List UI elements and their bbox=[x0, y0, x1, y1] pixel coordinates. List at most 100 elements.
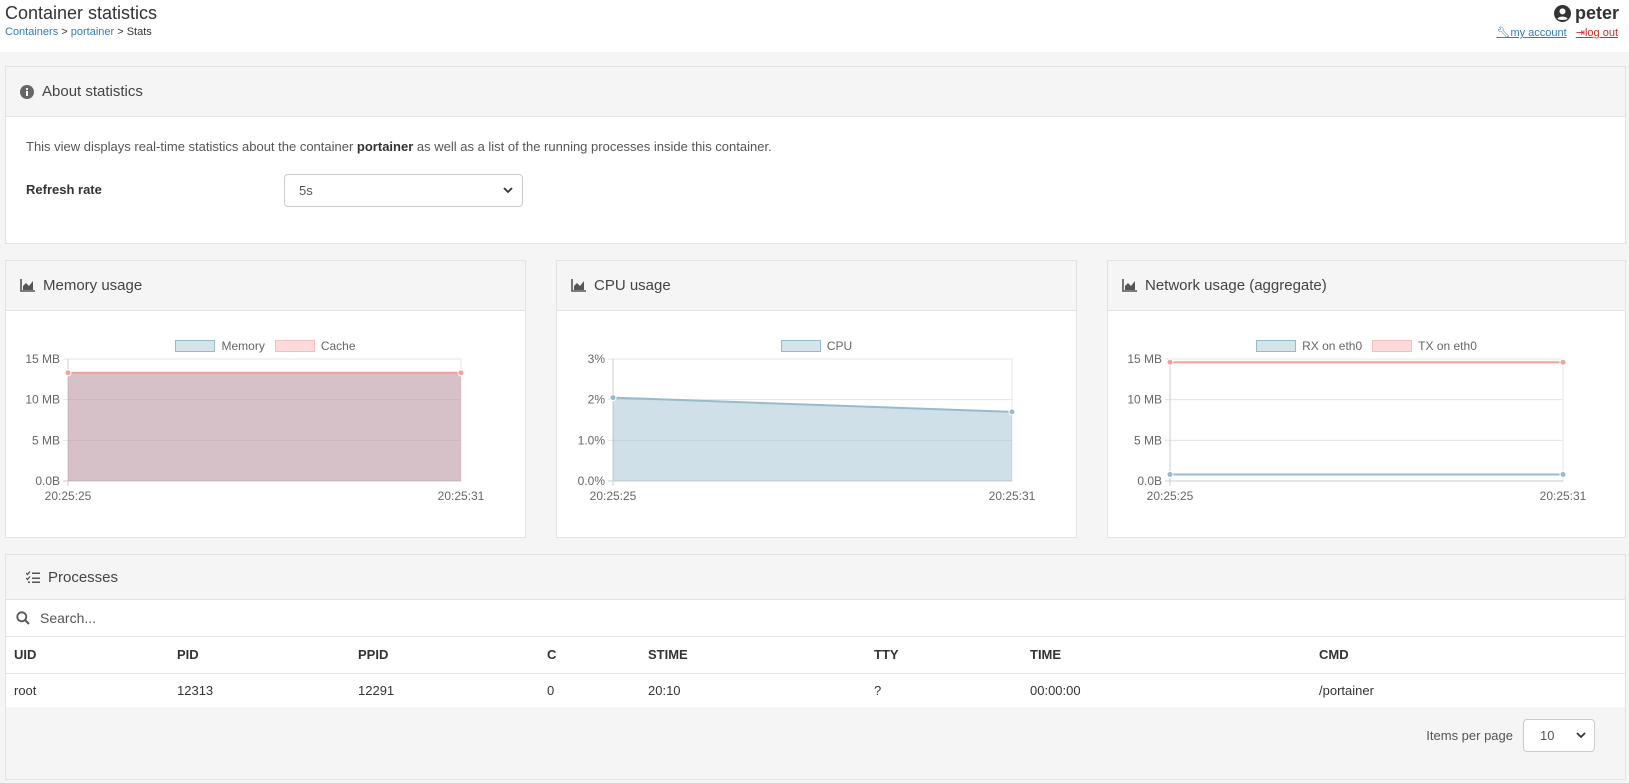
processes-table: UID PID PPID C STIME TTY TIME CMD root 1… bbox=[6, 637, 1625, 707]
memory-title: Memory usage bbox=[43, 277, 143, 294]
tasks-icon bbox=[26, 571, 40, 583]
chevron-down-icon bbox=[503, 187, 513, 194]
cell-c: 0 bbox=[539, 673, 640, 707]
breadcrumb-separator: > bbox=[61, 26, 71, 38]
cell-pid: 12313 bbox=[169, 673, 350, 707]
column-header-c[interactable]: C bbox=[539, 637, 640, 674]
legend-label: TX on eth0 bbox=[1418, 339, 1477, 353]
legend-cache[interactable]: Cache bbox=[274, 339, 356, 353]
legend-swatch bbox=[1256, 340, 1297, 352]
legend-label: Memory bbox=[221, 339, 265, 353]
data-point bbox=[1559, 358, 1567, 366]
legend-memory[interactable]: Memory bbox=[175, 339, 265, 353]
top-bar: Container statistics Containers > portai… bbox=[0, 0, 1629, 52]
about-description: This view displays real-time statistics … bbox=[26, 139, 772, 154]
series-area-memory bbox=[68, 372, 461, 481]
network-chart-area: RX on eth0 TX on eth0 0.0B 5 MB 10 MB 15 MB… bbox=[1108, 311, 1625, 537]
area-chart-icon bbox=[571, 279, 586, 292]
items-per-page-value: 10 bbox=[1540, 728, 1555, 743]
data-point bbox=[1166, 470, 1174, 478]
legend-tx[interactable]: TX on eth0 bbox=[1372, 339, 1477, 353]
cpu-chart: 0.0% 1.0% 2% 3% 20:25:25 20:25:31 bbox=[578, 352, 1036, 503]
about-text-suffix: as well as a list of the running process… bbox=[413, 139, 772, 154]
legend-swatch bbox=[175, 340, 216, 352]
area-chart-icon bbox=[20, 279, 35, 292]
search-bar[interactable]: Search... bbox=[6, 599, 1625, 637]
breadcrumb-current: Stats bbox=[126, 26, 152, 38]
cell-uid: root bbox=[6, 673, 169, 707]
my-account-label: my account bbox=[1510, 27, 1567, 39]
data-point bbox=[64, 369, 72, 377]
legend-rx[interactable]: RX on eth0 bbox=[1256, 339, 1362, 353]
user-links: 🔧︎my account ⇥log out bbox=[1496, 26, 1618, 39]
items-per-page-label: Items per page bbox=[1426, 728, 1513, 743]
username: peter bbox=[1574, 3, 1619, 23]
processes-title: Processes bbox=[48, 568, 119, 586]
cpu-panel-header: CPU usage bbox=[557, 261, 1076, 311]
x-tick-label: 20:25:25 bbox=[1147, 489, 1194, 503]
cpu-legend: CPU bbox=[557, 339, 1076, 353]
items-per-page-select[interactable]: 10 bbox=[1523, 719, 1595, 752]
chevron-down-icon bbox=[1576, 732, 1586, 739]
series-line-cpu bbox=[612, 396, 1013, 413]
refresh-rate-select[interactable]: 5s bbox=[284, 174, 523, 207]
series-area-cpu bbox=[613, 397, 1012, 481]
y-tick-label: 0.0B bbox=[35, 474, 60, 488]
column-header-pid[interactable]: PID bbox=[169, 637, 350, 674]
page-title: Container statistics bbox=[5, 3, 158, 23]
column-header-cmd[interactable]: CMD bbox=[1311, 637, 1625, 674]
about-text-prefix: This view displays real-time statistics … bbox=[26, 139, 357, 154]
x-tick-label: 20:25:31 bbox=[1540, 489, 1587, 503]
refresh-rate-value: 5s bbox=[299, 183, 313, 198]
cell-cmd: /portainer bbox=[1311, 673, 1625, 707]
y-tick-label: 1.0% bbox=[578, 433, 606, 447]
search-input[interactable]: Search... bbox=[40, 610, 97, 626]
data-point bbox=[609, 394, 617, 402]
y-tick-label: 0.0% bbox=[578, 474, 606, 488]
legend-label: RX on eth0 bbox=[1302, 339, 1363, 353]
y-tick-label: 2% bbox=[588, 393, 606, 407]
legend-cpu[interactable]: CPU bbox=[780, 339, 853, 353]
legend-swatch bbox=[1372, 340, 1413, 352]
my-account-link[interactable]: 🔧︎my account bbox=[1496, 27, 1566, 39]
network-title: Network usage (aggregate) bbox=[1145, 277, 1327, 294]
network-panel-header: Network usage (aggregate) bbox=[1108, 261, 1625, 311]
series-area-cache bbox=[68, 372, 461, 481]
y-tick-label: 5 MB bbox=[32, 433, 60, 447]
breadcrumb: Containers > portainer > Stats bbox=[5, 26, 152, 38]
legend-label: Cache bbox=[320, 339, 356, 353]
search-icon bbox=[16, 611, 30, 625]
cpu-chart-area: CPU 0.0% 1.0% 2% 3% 20:25:25 20:25:31 bbox=[557, 311, 1076, 537]
table-footer: Items per page 10 bbox=[6, 708, 1625, 779]
x-tick-label: 20:25:25 bbox=[45, 489, 92, 503]
y-tick-label: 0.0B bbox=[1137, 474, 1162, 488]
y-tick-label: 10 MB bbox=[25, 393, 60, 407]
column-header-uid[interactable]: UID bbox=[6, 637, 169, 674]
y-tick-label: 5 MB bbox=[1134, 433, 1162, 447]
column-header-time[interactable]: TIME bbox=[1022, 637, 1311, 674]
x-tick-label: 20:25:31 bbox=[438, 489, 485, 503]
table-header-row: UID PID PPID C STIME TTY TIME CMD bbox=[6, 637, 1625, 674]
area-chart-icon bbox=[1122, 279, 1137, 292]
sign-out-icon: ⇥ bbox=[1575, 27, 1585, 39]
legend-swatch bbox=[274, 340, 315, 352]
data-point bbox=[1008, 408, 1016, 416]
y-tick-label: 10 MB bbox=[1127, 393, 1162, 407]
log-out-link[interactable]: ⇥log out bbox=[1576, 27, 1618, 39]
column-header-tty[interactable]: TTY bbox=[866, 637, 1022, 674]
breadcrumb-containers[interactable]: Containers bbox=[5, 26, 59, 38]
y-tick-label: 3% bbox=[588, 352, 606, 366]
column-header-ppid[interactable]: PPID bbox=[350, 637, 539, 674]
cell-time: 00:00:00 bbox=[1022, 673, 1311, 707]
legend-label: CPU bbox=[826, 339, 853, 353]
breadcrumb-portainer[interactable]: portainer bbox=[70, 26, 115, 38]
y-tick-label: 15 MB bbox=[25, 352, 60, 366]
about-title: About statistics bbox=[42, 83, 143, 100]
info-circle-icon bbox=[20, 84, 34, 99]
column-header-stime[interactable]: STIME bbox=[640, 637, 866, 674]
cpu-panel: CPU usage CPU 0.0% 1.0% 2% 3% 20:25:25 20:25:… bbox=[556, 260, 1077, 538]
cell-ppid: 12291 bbox=[350, 673, 539, 707]
items-per-page: Items per page 10 bbox=[1426, 719, 1595, 752]
data-point bbox=[1559, 470, 1567, 478]
data-point bbox=[457, 369, 465, 377]
